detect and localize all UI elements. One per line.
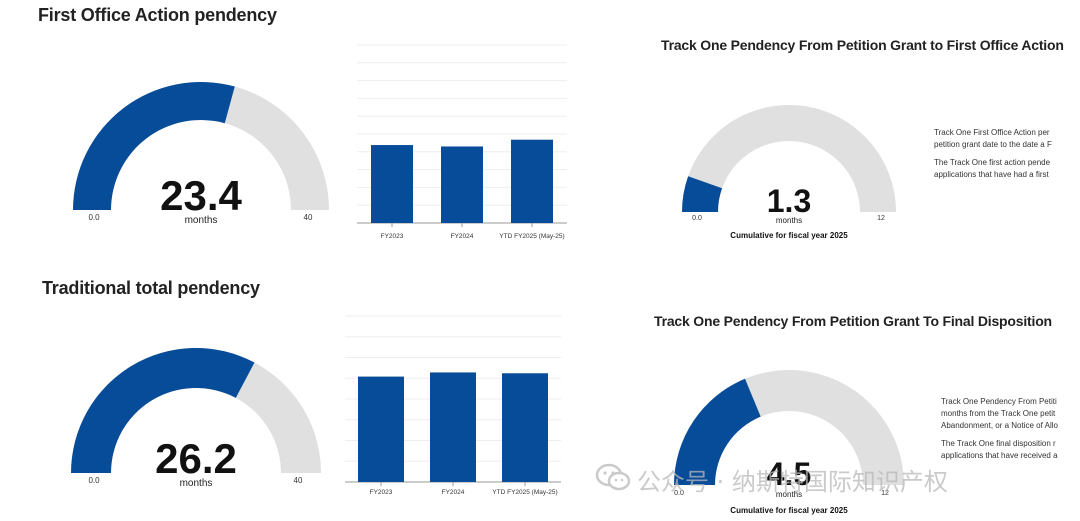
wechat-icon	[595, 463, 631, 497]
gauge-min-label: 0.0	[88, 213, 100, 222]
gauge-caption: Cumulative for fiscal year 2025	[730, 506, 848, 515]
gauge-value: 4.5	[767, 456, 811, 492]
gauge-unit: months	[776, 216, 802, 225]
gauge-max-label: 12	[877, 215, 885, 222]
gauge-unit: months	[776, 490, 802, 499]
gauge-traditional-total: 26.2 months 0.0 40	[71, 348, 321, 489]
description-track-one-final-disposition: Track One Pendency From Petiti months fro…	[941, 396, 1080, 468]
gauge-unit: months	[185, 215, 218, 226]
bar-chart-first-office-action: FY2023 FY2024 YTD FY2025 (May-25)	[357, 44, 567, 240]
gauge-caption: Cumulative for fiscal year 2025	[730, 231, 848, 240]
watermark: 公众号 · 纳斯特国际知识产权	[595, 462, 948, 497]
gauge-max-label: 40	[294, 476, 303, 485]
gauge-min-label: 0.0	[88, 476, 100, 485]
x-tick-label: YTD FY2025 (May-25)	[492, 489, 557, 496]
gauge-first-office-action: 23.4 months 0.0 40	[73, 81, 329, 226]
gauge-fill	[71, 348, 255, 473]
desc-line: The Track One final disposition r	[941, 439, 1056, 448]
bar-fy2023	[358, 376, 404, 482]
title-track-one-final-disposition: Track One Pendency From Petition Grant T…	[654, 313, 1052, 329]
desc-line: applications that have received a	[941, 451, 1058, 460]
desc-line: The Track One first action pende	[934, 158, 1051, 167]
gauge-value: 23.4	[160, 172, 242, 219]
title-track-one-first-action: Track One Pendency From Petition Grant t…	[661, 37, 1064, 53]
gauge-value: 1.3	[767, 183, 811, 219]
title-first-office-action: First Office Action pendency	[38, 5, 277, 25]
x-tick-label: YTD FY2025 (May-25)	[499, 233, 564, 240]
desc-line: Track One Pendency From Petiti	[941, 397, 1057, 406]
gauge-fill	[682, 176, 723, 212]
bar-fy2023	[371, 145, 413, 223]
desc-line: petition grant date to the date a F	[934, 140, 1052, 149]
bar-ytd-fy2025-may-25	[502, 373, 548, 482]
bar-fy2024	[441, 146, 483, 223]
bar-fy2024	[430, 372, 476, 482]
gauge-min-label: 0.0	[692, 215, 702, 222]
desc-line: months from the Track One petit	[941, 409, 1056, 418]
watermark-text: 公众号 · 纳斯特国际知识产权	[637, 468, 948, 496]
x-tick-label: FY2023	[370, 489, 393, 496]
bar-ytd-fy2025-may-25	[511, 139, 553, 223]
description-track-one-first-action: Track One First Office Action per petitio…	[934, 127, 1080, 187]
gauge-track-one-final-disposition: 4.5 months 0.0 12 Cumulative for fiscal …	[674, 370, 904, 515]
bar-chart-traditional-total: FY2023 FY2024 YTD FY2025 (May-25)	[345, 315, 561, 496]
gauge-fill	[73, 81, 235, 210]
title-traditional-total: Traditional total pendency	[42, 278, 260, 298]
gauge-unit: months	[180, 478, 213, 489]
gauge-fill	[674, 378, 761, 485]
gauge-min-label: 0.0	[674, 490, 684, 497]
desc-line: Abandonment, or a Notice of Allo	[941, 421, 1058, 430]
gauge-track-one-first-action: 1.3 months 0.0 12 Cumulative for fiscal …	[682, 105, 896, 240]
x-tick-label: FY2023	[381, 233, 404, 240]
gauge-max-label: 40	[304, 213, 313, 222]
gauge-max-label: 12	[881, 490, 889, 497]
gauge-track	[682, 105, 896, 212]
gauge-value: 26.2	[155, 435, 237, 482]
x-tick-label: FY2024	[451, 233, 474, 240]
desc-line: Track One First Office Action per	[934, 128, 1050, 137]
x-tick-label: FY2024	[442, 489, 465, 496]
desc-line: applications that have had a first	[934, 170, 1049, 179]
